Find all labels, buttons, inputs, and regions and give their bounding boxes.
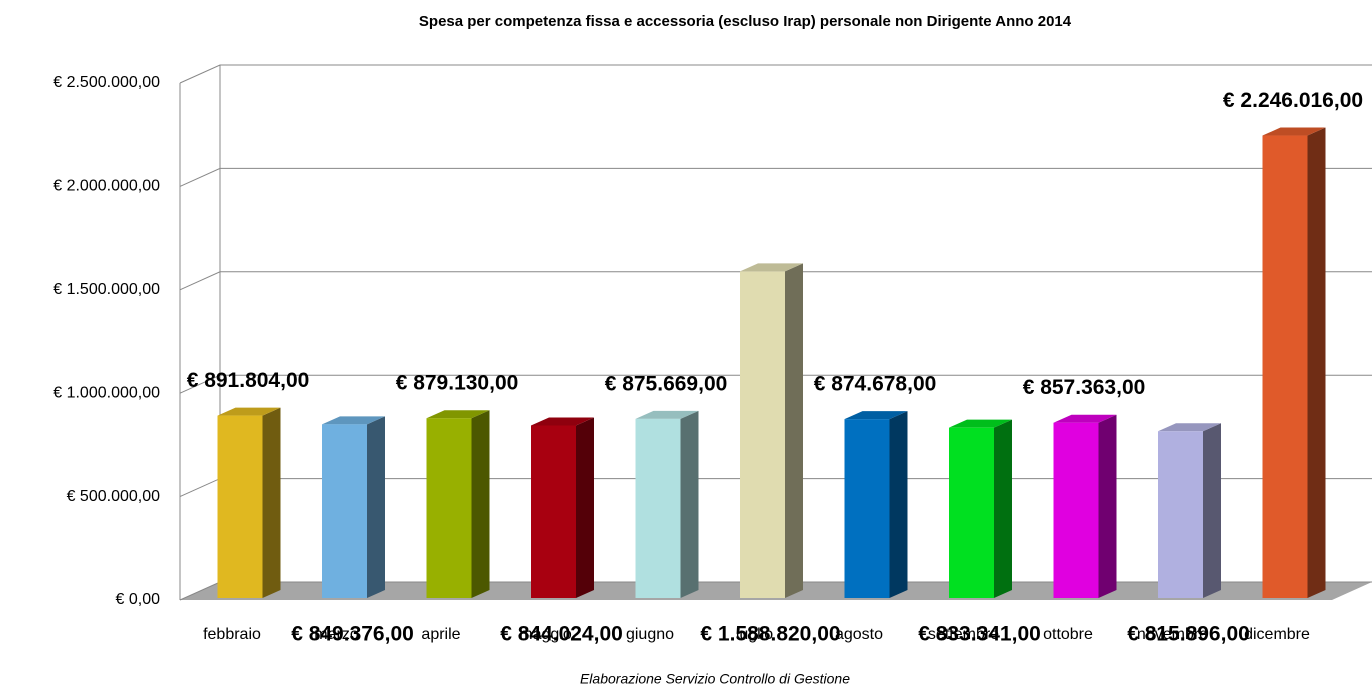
bar-top bbox=[1053, 414, 1117, 423]
y-tick-label: € 500.000,00 bbox=[67, 488, 161, 505]
value-label: € 879.130,00 bbox=[396, 372, 519, 395]
x-tick-label: settembre bbox=[928, 626, 999, 643]
bar-top bbox=[322, 416, 385, 425]
bar-top bbox=[1262, 127, 1326, 136]
y-tick-label: € 2.500.000,00 bbox=[53, 74, 160, 91]
bar bbox=[844, 419, 890, 598]
value-label: € 833.341,00 bbox=[918, 623, 1041, 646]
value-label: € 1.588.820,00 bbox=[700, 623, 840, 646]
x-tick-label: aprile bbox=[421, 626, 460, 643]
bar-side bbox=[680, 410, 699, 598]
grid-line bbox=[179, 64, 1372, 84]
bar bbox=[1158, 431, 1203, 598]
x-tick-label: luglio bbox=[736, 626, 773, 643]
x-tick-label: dicembre bbox=[1244, 626, 1310, 643]
y-tick-label: € 1.500.000,00 bbox=[53, 281, 160, 298]
x-tick-label: agosto bbox=[835, 626, 883, 643]
x-tick-label: maggio bbox=[519, 626, 572, 643]
bar-side bbox=[785, 263, 803, 598]
bar bbox=[949, 427, 994, 598]
bar-side bbox=[367, 416, 385, 598]
value-label: € 857.363,00 bbox=[1023, 376, 1146, 399]
bar-top bbox=[426, 410, 490, 419]
value-label: € 891.804,00 bbox=[187, 369, 310, 392]
bar-side bbox=[994, 419, 1012, 598]
bar bbox=[217, 415, 263, 598]
x-tick-label: giugno bbox=[626, 626, 674, 643]
caption: Elaborazione Servizio Controllo di Gesti… bbox=[580, 671, 850, 687]
grid-line bbox=[179, 271, 1372, 291]
bar bbox=[1053, 422, 1099, 598]
x-tick-label: febbraio bbox=[203, 626, 261, 643]
bar bbox=[322, 424, 367, 598]
bar-top bbox=[1158, 423, 1221, 432]
bar-top bbox=[844, 411, 908, 420]
grid-line bbox=[179, 374, 1372, 394]
bar-top bbox=[949, 419, 1012, 428]
bar-top bbox=[635, 410, 699, 419]
grid-line bbox=[179, 167, 1372, 187]
y-tick-label: € 1.000.000,00 bbox=[53, 384, 160, 401]
chart-title: Spesa per competenza fissa e accessoria … bbox=[419, 13, 1072, 30]
bar-side bbox=[576, 417, 594, 598]
value-label: € 2.246.016,00 bbox=[1223, 89, 1363, 112]
bar bbox=[740, 271, 785, 598]
x-tick-label: novembre bbox=[1137, 626, 1208, 643]
bar-side bbox=[262, 407, 281, 598]
bar-top bbox=[531, 417, 594, 426]
bar-side bbox=[471, 410, 490, 598]
value-label: € 875.669,00 bbox=[605, 372, 728, 395]
bar-side bbox=[889, 411, 908, 598]
value-label: € 874.678,00 bbox=[814, 373, 937, 396]
bar bbox=[426, 418, 472, 598]
y-tick-label: € 0,00 bbox=[116, 591, 161, 608]
bar bbox=[1262, 135, 1308, 598]
bar bbox=[531, 425, 576, 598]
bar-top bbox=[217, 407, 281, 416]
value-label: € 844.024,00 bbox=[500, 623, 623, 646]
y-tick-label: € 2.000.000,00 bbox=[53, 178, 160, 195]
x-tick-label: ottobre bbox=[1043, 626, 1093, 643]
value-label: € 849.376,00 bbox=[291, 623, 414, 646]
value-label: € 815.896,00 bbox=[1127, 623, 1250, 646]
bar-side bbox=[1203, 423, 1221, 598]
bar-side bbox=[1307, 127, 1326, 598]
x-tick-label: marzo bbox=[314, 626, 359, 643]
bar-side bbox=[1098, 414, 1117, 598]
bar-top bbox=[740, 263, 803, 272]
bar bbox=[635, 418, 681, 598]
